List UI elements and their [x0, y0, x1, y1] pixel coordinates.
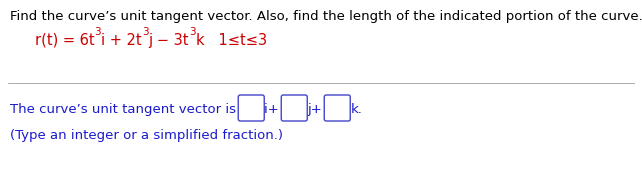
Text: 3: 3: [94, 27, 101, 37]
Text: k.: k.: [351, 103, 362, 116]
FancyBboxPatch shape: [281, 95, 308, 121]
Text: k   1≤t≤3: k 1≤t≤3: [196, 33, 266, 48]
FancyBboxPatch shape: [238, 95, 265, 121]
Text: j − 3t: j − 3t: [148, 33, 189, 48]
Text: j+: j+: [308, 103, 326, 116]
Text: 3: 3: [142, 27, 148, 37]
Text: The curve’s unit tangent vector is: The curve’s unit tangent vector is: [10, 103, 240, 116]
Text: r(t) = 6t: r(t) = 6t: [35, 33, 94, 48]
Text: (Type an integer or a simplified fraction.): (Type an integer or a simplified fractio…: [10, 129, 283, 142]
FancyBboxPatch shape: [324, 95, 351, 121]
Text: 3: 3: [189, 27, 196, 37]
Text: i + 2t: i + 2t: [101, 33, 142, 48]
Text: Find the curve’s unit tangent vector. Also, find the length of the indicated por: Find the curve’s unit tangent vector. Al…: [10, 10, 642, 23]
Text: i+: i+: [265, 103, 283, 116]
